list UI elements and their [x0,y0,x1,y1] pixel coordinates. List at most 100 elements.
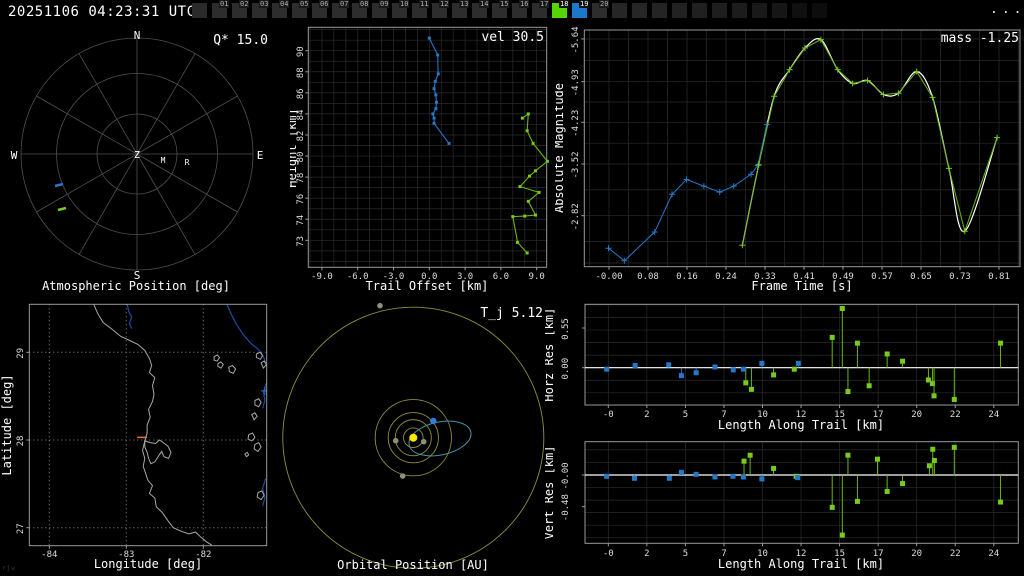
frame-number-label: 19 [579,0,590,8]
blue-residual-marker [795,475,801,481]
svg-text:78: 78 [296,173,306,184]
frame-thumbnail-blank[interactable] [752,3,767,18]
lake-outline [244,451,250,458]
svg-text:-82: -82 [195,550,211,560]
frame-thumbnail-blank[interactable] [692,3,707,18]
lake-outline [247,432,256,442]
svg-text:-0.48: -0.48 [561,494,571,521]
svg-text:-3.52: -3.52 [571,151,581,178]
green-residual-marker [771,372,777,378]
green-lightcurve [741,38,998,246]
green-residual-marker [829,504,835,510]
svg-text:E: E [257,149,264,162]
frame-thumbnail-blank[interactable] [192,3,207,18]
svg-text:29: 29 [16,348,26,359]
frame-thumbnail-blank[interactable] [792,3,807,18]
svg-text:2: 2 [644,549,649,559]
svg-text:12: 12 [796,410,807,420]
svg-text:Atmospheric Position [deg]: Atmospheric Position [deg] [42,279,230,293]
green-residual-marker [931,393,937,399]
green-residual-marker [951,396,957,402]
blue-residual-marker [795,360,801,366]
svg-text:0.65: 0.65 [910,272,932,282]
frame-number-label: 17 [539,0,550,8]
sun [409,433,418,442]
frame-number-label: 05 [299,0,310,8]
svg-text:-0.00: -0.00 [561,462,571,489]
green-residual-marker [900,358,906,364]
svg-text:6.0: 6.0 [493,272,509,282]
svg-text:84: 84 [296,109,306,120]
earth [430,417,437,425]
utc-timestamp: 20251106 04:23:31 UTC [8,4,196,20]
blue-residual-marker [604,473,610,479]
frame-thumbnail-blank[interactable] [632,3,647,18]
blue-residual-marker [712,364,718,370]
frame-thumbnail-blank[interactable] [772,3,787,18]
svg-text:T_j 5.12: T_j 5.12 [480,306,543,321]
green-residual-marker [884,351,890,357]
frame-thumbnail-blank[interactable] [672,3,687,18]
blue-residual-marker [693,370,699,376]
frame-thumbnail-blank[interactable] [612,3,627,18]
green-residual-marker [884,489,890,494]
frame-number-label: 09 [379,0,390,8]
blue-residual-marker [759,360,765,366]
frame-thumbnail-blank[interactable] [652,3,667,18]
frame-thumbnail-blank[interactable] [812,3,827,18]
green-residual-marker [854,340,860,346]
svg-text:vel 30.5: vel 30.5 [481,30,544,45]
svg-text:Trail Offset [km]: Trail Offset [km] [366,279,489,293]
green-residual-marker [845,452,851,458]
frame-number-label: 08 [359,0,370,8]
blue-residual-marker [631,475,637,481]
svg-text:20: 20 [911,549,922,559]
green-residual-marker [791,366,797,372]
grid [308,27,547,268]
blue-residual-marker [632,363,638,369]
blue-residual-marker [730,367,736,373]
svg-text:2: 2 [644,410,649,420]
svg-text:0.57: 0.57 [871,272,893,282]
svg-text:0.41: 0.41 [793,272,815,282]
green-residual-marker [829,334,835,340]
svg-text:7: 7 [721,549,726,559]
svg-text:0.00: 0.00 [561,358,571,380]
planet-orbit [394,419,432,457]
green-residual-marker [839,305,845,311]
grid [585,304,1019,405]
green-residual-marker [748,386,754,392]
svg-text:Longitude [deg]: Longitude [deg] [94,557,202,571]
svg-text:Vert Res [km]: Vert Res [km] [545,446,556,540]
blue-station-track [54,182,64,188]
frame-thumbnail-blank[interactable] [732,3,747,18]
blue-residual-marker [604,366,610,372]
lake-outline [255,351,264,360]
overflow-ellipsis[interactable]: ... [990,2,1024,17]
svg-text:0.0: 0.0 [421,272,437,282]
blue-residual-marker [678,373,684,379]
svg-text:Length Along Trail [km]: Length Along Trail [km] [718,418,884,432]
frame-thumbnail-blank[interactable] [712,3,727,18]
svg-text:-0.00: -0.00 [595,272,622,282]
svg-text:-2.82: -2.82 [571,203,581,230]
lake-outline [217,361,224,369]
frame-number-label: 03 [259,0,270,8]
green-residual-marker [866,383,872,389]
frame-number-label: 10 [399,0,410,8]
blue-residual-marker [666,362,672,368]
planet-orbit [387,412,439,464]
svg-text:mass -1.25: mass -1.25 [941,31,1019,46]
svg-text:88: 88 [296,67,306,78]
ground-map-panel: -84 -83 -82 27 28 29 Longitude [deg] Latitude [… [0,303,268,571]
green-residual-marker [743,380,749,386]
river-line [262,382,267,409]
lake-outline [256,490,265,501]
green-residual-marker [875,456,881,462]
green-residual-marker [931,457,937,463]
svg-text:27: 27 [16,523,26,534]
svg-text:28: 28 [16,436,26,447]
frame-number-label: 14 [479,0,490,8]
frame-number-label: 11 [419,0,430,8]
svg-text:Absolute Magnitude: Absolute Magnitude [555,83,566,213]
